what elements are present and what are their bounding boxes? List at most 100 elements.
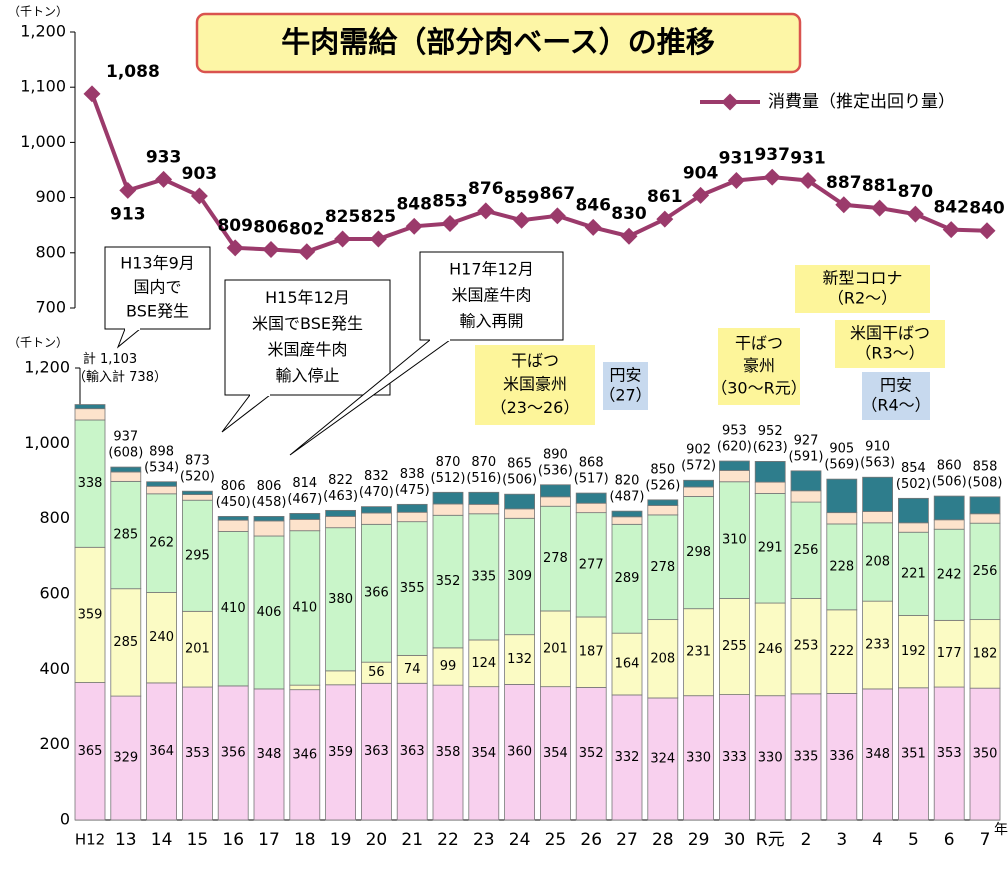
import-label: (458) (252, 495, 287, 510)
annotation-text: （23〜26） (491, 398, 580, 417)
bar-segment (289, 689, 321, 821)
annotation-box (795, 265, 930, 313)
bar-segment (611, 523, 643, 634)
bar-segment (647, 499, 679, 506)
segment-label: 354 (471, 746, 496, 761)
y-tick-label: 200 (39, 734, 70, 753)
bar-segment (969, 522, 1001, 621)
bar-segment (468, 513, 500, 641)
bar-segment (146, 682, 178, 821)
data-label: 867 (540, 184, 576, 204)
bar-segment (504, 517, 536, 636)
import-label: (526) (645, 478, 680, 493)
import-label: (506) (932, 475, 967, 490)
segment-label: 351 (901, 746, 926, 761)
total-label: 890 (543, 447, 568, 462)
annotation-box (862, 372, 930, 420)
bar-segment (969, 687, 1001, 821)
x-tick-label: 28 (652, 830, 674, 850)
segment-label: 324 (650, 751, 675, 766)
bar-segment (898, 522, 929, 533)
segment-label: 285 (113, 635, 138, 650)
import-label: (572) (681, 459, 716, 474)
annotation-text: 米国産牛肉 (451, 286, 531, 305)
bar-segment (647, 514, 679, 621)
bar-segment (719, 694, 750, 821)
total-label: 937 (113, 430, 138, 445)
x-tick-label: 25 (545, 830, 567, 850)
annotation-text: 米国産牛肉 (267, 340, 347, 359)
point (441, 215, 459, 233)
segment-label: 354 (543, 746, 568, 761)
bar-segment (74, 408, 106, 421)
total-label: 850 (650, 462, 675, 477)
annotation-text: 豪州 (743, 356, 775, 375)
bar-segment (325, 670, 357, 686)
import-label: (520) (180, 470, 215, 485)
total-label: 814 (292, 476, 317, 491)
bar-segment (325, 516, 357, 529)
unit-label: （千トン） (8, 5, 68, 19)
bar-segment (396, 682, 428, 821)
x-tick-label: 27 (616, 830, 638, 850)
import-label: (563) (860, 456, 895, 471)
x-tick-label: 6 (944, 830, 955, 850)
annotation-text: 輸入停止 (275, 366, 339, 385)
segment-label: 56 (368, 665, 385, 680)
annotation-text: 干ばつ (511, 351, 559, 370)
segment-label: 338 (78, 476, 103, 491)
bar-segment (754, 461, 786, 483)
point (513, 211, 531, 229)
bar-segment (933, 686, 965, 821)
import-label: (517) (574, 472, 609, 487)
total-label: 873 (185, 454, 210, 469)
total-label: 832 (364, 469, 389, 484)
bar-segment (683, 479, 714, 488)
import-label: (475) (395, 483, 430, 498)
annotation-box (475, 345, 595, 425)
bar-segment (504, 634, 536, 685)
y-tick-label: 800 (35, 242, 66, 261)
bar-segment (360, 512, 392, 525)
point (942, 221, 960, 239)
import-label: (467) (287, 492, 322, 507)
y-tick-label: 800 (39, 508, 70, 527)
segment-label: 353 (937, 746, 962, 761)
bar-segment (217, 531, 249, 687)
x-tick-label: 4 (872, 830, 883, 850)
bar-segment (933, 519, 965, 530)
segment-label: 352 (436, 574, 461, 589)
annotation-text: 国内で (133, 278, 181, 297)
point (298, 243, 316, 261)
bar-segment (181, 490, 213, 495)
x-tick-label: 5 (908, 830, 919, 850)
point (262, 241, 280, 258)
bar-segment (862, 511, 893, 524)
y-tick-label: 0 (60, 810, 70, 829)
bar-segment (253, 516, 285, 522)
segment-label: 298 (686, 545, 711, 560)
x-tick-label: 21 (401, 830, 423, 850)
import-label: (534) (144, 460, 179, 475)
point (369, 230, 387, 248)
total-label: 868 (579, 456, 604, 471)
segment-label: 256 (794, 543, 819, 558)
segment-label: 380 (328, 592, 353, 607)
total-label: 870 (436, 455, 461, 470)
import-label: (450) (216, 495, 251, 510)
annotation-text: H15年12月 (265, 288, 350, 307)
annotation-text: 干ばつ (735, 333, 783, 352)
total-label: 820 (615, 474, 640, 489)
segment-label: 285 (113, 528, 138, 543)
segment-label: 246 (758, 642, 783, 657)
point (155, 170, 173, 188)
bar-segment (217, 519, 249, 532)
total-label: 927 (794, 433, 819, 448)
y-tick-label: 1,000 (24, 433, 70, 452)
total-label: 910 (865, 440, 890, 455)
segment-label: 233 (865, 638, 890, 653)
annotation-box (419, 251, 564, 341)
bar-segment (575, 687, 607, 821)
segment-label: 289 (615, 571, 640, 586)
